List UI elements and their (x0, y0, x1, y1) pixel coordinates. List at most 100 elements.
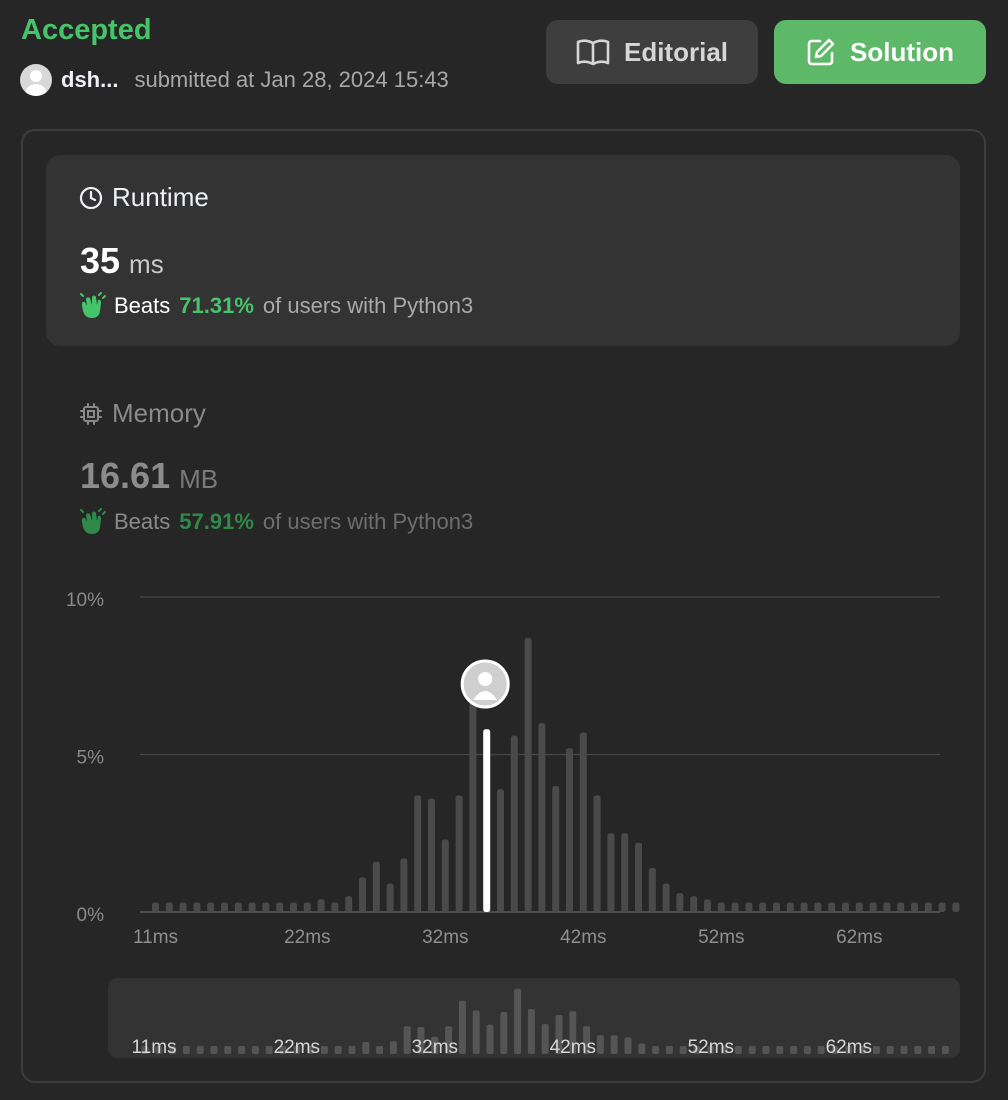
chart-bar[interactable] (207, 902, 215, 912)
chart-bar[interactable] (317, 899, 325, 912)
overview-bar (265, 1046, 273, 1054)
overview-bar (224, 1046, 232, 1054)
chart-bar[interactable] (662, 883, 670, 912)
chart-bar[interactable] (731, 902, 739, 912)
editorial-button[interactable]: Editorial (546, 20, 758, 84)
chart-bar[interactable] (552, 786, 560, 912)
chart-bar[interactable] (221, 902, 228, 912)
chart-bar[interactable] (538, 723, 546, 912)
runtime-beats: Beats 71.31% of users with Python3 (78, 292, 473, 320)
chart-bar[interactable] (345, 896, 353, 912)
solution-button[interactable]: Solution (774, 20, 986, 84)
chart-bar[interactable] (800, 902, 808, 912)
overview-bar (376, 1046, 384, 1054)
chart-bar[interactable] (234, 902, 242, 912)
overview-bar (417, 1027, 425, 1054)
chart-bar[interactable] (842, 902, 849, 912)
chart-bar[interactable] (165, 902, 173, 912)
runtime-title[interactable]: Runtime (79, 182, 209, 213)
chart-bar[interactable] (359, 877, 366, 912)
chart-bar[interactable] (579, 732, 587, 912)
chart-bar[interactable] (938, 902, 946, 912)
overview-bar (348, 1045, 356, 1054)
overview-bar (238, 1046, 246, 1054)
highlighted-bar[interactable] (483, 729, 491, 912)
overview-bar (610, 1035, 618, 1054)
chart-bar[interactable] (814, 902, 822, 912)
chart-bar[interactable] (717, 902, 725, 912)
chart-bar[interactable] (593, 795, 601, 912)
chart-bar[interactable] (676, 893, 684, 912)
chart-bar[interactable] (179, 902, 187, 912)
chart-bar[interactable] (524, 637, 532, 912)
chart-bar[interactable] (635, 842, 642, 912)
chart-bar[interactable] (828, 902, 836, 912)
chart-bar[interactable] (897, 902, 905, 912)
result-panel (21, 129, 986, 1083)
username[interactable]: dsh... (61, 67, 119, 92)
submission-status: Accepted (21, 14, 152, 46)
overview-bar (307, 1046, 315, 1054)
chart-bar[interactable] (497, 789, 504, 912)
chart-bar[interactable] (510, 735, 518, 912)
chart-bar[interactable] (428, 798, 435, 912)
chart-bar[interactable] (303, 902, 311, 912)
overview-bar (569, 1011, 577, 1054)
chart-bar[interactable] (455, 795, 463, 912)
chart-bar[interactable] (690, 896, 698, 912)
chart-bar[interactable] (414, 795, 422, 912)
overview-tick-label: 52ms (688, 1037, 734, 1058)
chart-bar[interactable] (621, 833, 629, 912)
chart-bar[interactable] (745, 902, 753, 912)
overview-bar (803, 1046, 811, 1054)
chart-bar[interactable] (400, 858, 408, 912)
clapping-hands-icon (80, 292, 106, 318)
overview-bar (196, 1046, 204, 1054)
chart-bar[interactable] (952, 902, 960, 912)
overview-bar (514, 988, 522, 1054)
chart-bar[interactable] (566, 748, 573, 912)
runtime-title-label: Runtime (112, 182, 209, 212)
user-avatar-head (478, 672, 493, 686)
chart-bar[interactable] (786, 902, 794, 912)
chart-bar[interactable] (193, 902, 201, 912)
overview-bar (914, 1046, 922, 1054)
runtime-card[interactable] (46, 155, 960, 346)
overview-bar (431, 1036, 439, 1054)
overview-bar (817, 1046, 825, 1054)
chart-bar[interactable] (152, 902, 159, 912)
overview-bar (583, 1026, 591, 1054)
overview-bar (748, 1046, 756, 1054)
chart-bar[interactable] (773, 902, 780, 912)
chart-bar[interactable] (924, 902, 932, 912)
overview-bar (141, 1046, 149, 1054)
chart-bar[interactable] (704, 899, 711, 912)
chart-bar[interactable] (648, 867, 656, 912)
book-open-icon (576, 39, 610, 66)
chart-bar[interactable] (911, 902, 918, 912)
memory-title[interactable]: Memory (79, 398, 206, 429)
runtime-value: 35 ms (80, 240, 164, 282)
chart-bar[interactable] (607, 833, 615, 912)
memory-beats-context: of users with Python3 (262, 509, 474, 534)
overview-tick-label: 62ms (826, 1037, 872, 1058)
memory-unit: MB (179, 464, 219, 494)
chart-bar[interactable] (441, 839, 449, 912)
chart-bar[interactable] (759, 902, 767, 912)
chart-bar[interactable] (386, 883, 394, 912)
chart-bar[interactable] (372, 861, 380, 912)
chart-bar[interactable] (469, 688, 477, 912)
user-avatar[interactable] (20, 64, 52, 96)
chart-bar[interactable] (262, 902, 270, 912)
chart-bar[interactable] (331, 902, 339, 912)
overview-tick-label: 11ms (131, 1037, 176, 1058)
chart-bar[interactable] (248, 902, 256, 912)
overview-bar (886, 1046, 894, 1054)
chart-bar[interactable] (276, 902, 284, 912)
x-tick-label: 32ms (422, 927, 468, 948)
chart-bar[interactable] (869, 902, 877, 912)
chart-bar[interactable] (290, 902, 297, 912)
chart-bar[interactable] (883, 902, 891, 912)
chart-bar[interactable] (855, 902, 863, 912)
